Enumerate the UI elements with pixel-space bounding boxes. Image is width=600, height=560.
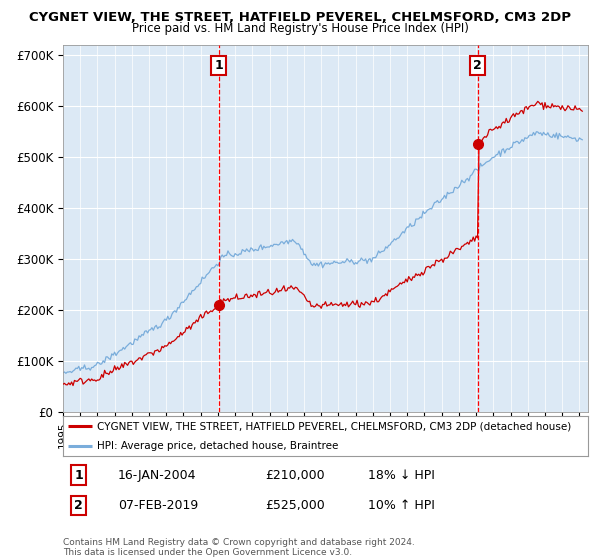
Text: HPI: Average price, detached house, Braintree: HPI: Average price, detached house, Brai…: [97, 441, 338, 451]
Text: CYGNET VIEW, THE STREET, HATFIELD PEVEREL, CHELMSFORD, CM3 2DP: CYGNET VIEW, THE STREET, HATFIELD PEVERE…: [29, 11, 571, 24]
Text: 16-JAN-2004: 16-JAN-2004: [118, 469, 197, 482]
Text: £525,000: £525,000: [265, 499, 325, 512]
Text: 1: 1: [74, 469, 83, 482]
Text: Contains HM Land Registry data © Crown copyright and database right 2024.: Contains HM Land Registry data © Crown c…: [63, 538, 415, 547]
Text: 10% ↑ HPI: 10% ↑ HPI: [367, 499, 434, 512]
Text: £210,000: £210,000: [265, 469, 325, 482]
Text: 1: 1: [214, 59, 223, 72]
Text: This data is licensed under the Open Government Licence v3.0.: This data is licensed under the Open Gov…: [63, 548, 352, 557]
Text: 18% ↓ HPI: 18% ↓ HPI: [367, 469, 434, 482]
Text: 2: 2: [74, 499, 83, 512]
Text: 07-FEB-2019: 07-FEB-2019: [118, 499, 199, 512]
Text: CYGNET VIEW, THE STREET, HATFIELD PEVEREL, CHELMSFORD, CM3 2DP (detached house): CYGNET VIEW, THE STREET, HATFIELD PEVERE…: [97, 421, 571, 431]
Text: 2: 2: [473, 59, 482, 72]
Text: Price paid vs. HM Land Registry's House Price Index (HPI): Price paid vs. HM Land Registry's House …: [131, 22, 469, 35]
